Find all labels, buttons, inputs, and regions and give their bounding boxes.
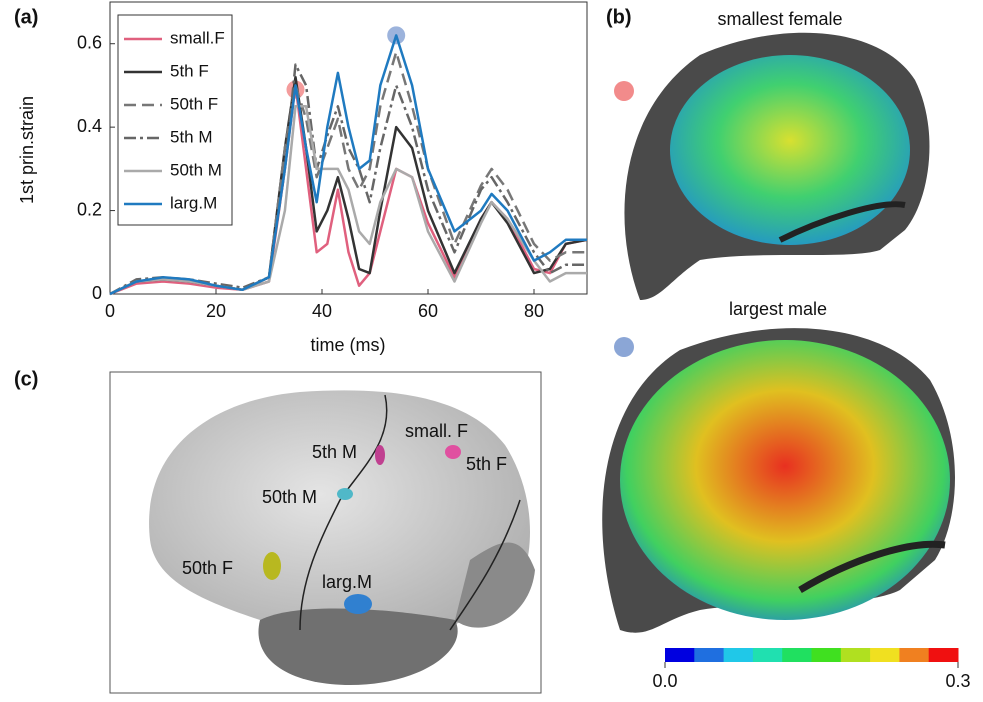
x-axis-label: time (ms) bbox=[311, 335, 386, 355]
legend-label: 5th F bbox=[170, 61, 209, 80]
colorbar-segment bbox=[841, 648, 871, 662]
x-tick-label: 40 bbox=[312, 301, 332, 321]
panel-label: (c) bbox=[14, 368, 38, 390]
site-label: larg.M bbox=[322, 572, 372, 592]
legend-label: 50th M bbox=[170, 160, 222, 179]
panel-label: (a) bbox=[14, 6, 38, 28]
y-tick-label: 0 bbox=[92, 283, 102, 303]
site-label: 50th M bbox=[262, 487, 317, 507]
figure: (a) (b) (c) 1st prin.strain time (ms) sm… bbox=[0, 0, 983, 697]
brain-image-top bbox=[624, 33, 929, 300]
site-label: 5th F bbox=[466, 454, 507, 474]
panel-label: (b) bbox=[606, 6, 632, 28]
case-marker bbox=[614, 81, 634, 101]
colorbar-segment bbox=[782, 648, 812, 662]
x-tick-label: 0 bbox=[105, 301, 115, 321]
legend-label: 5th M bbox=[170, 127, 213, 146]
colorbar-segment bbox=[870, 648, 900, 662]
x-tick-label: 60 bbox=[418, 301, 438, 321]
colorbar-segment bbox=[753, 648, 783, 662]
image-title: largest male bbox=[729, 299, 827, 319]
colorbar-segment bbox=[929, 648, 959, 662]
y-axis-label: 1st prin.strain bbox=[17, 96, 37, 204]
y-tick-label: 0.4 bbox=[77, 116, 102, 136]
case-marker bbox=[614, 337, 634, 357]
site-label: 50th F bbox=[182, 558, 233, 578]
colorbar-segment bbox=[694, 648, 724, 662]
colorbar-segment bbox=[665, 648, 695, 662]
x-tick-label: 20 bbox=[206, 301, 226, 321]
legend-label: larg.M bbox=[170, 193, 217, 212]
colorbar-tick-label: 0.0 bbox=[652, 671, 677, 691]
colorbar-segment bbox=[724, 648, 754, 662]
colorbar-segment bbox=[812, 648, 842, 662]
colorbar-tick-label: 0.3 bbox=[945, 671, 970, 691]
brain-image-bottom bbox=[602, 328, 955, 633]
x-tick-label: 80 bbox=[524, 301, 544, 321]
site-label: 5th M bbox=[312, 442, 357, 462]
page: {"chart_data": {"type": "line", "panel":… bbox=[0, 0, 983, 697]
y-tick-label: 0.2 bbox=[77, 199, 102, 219]
site-label: small. F bbox=[405, 421, 468, 441]
image-title: smallest female bbox=[717, 9, 842, 29]
legend-label: small.F bbox=[170, 28, 225, 47]
legend-label: 50th F bbox=[170, 94, 218, 113]
colorbar-segment bbox=[899, 648, 929, 662]
y-tick-label: 0.6 bbox=[77, 32, 102, 52]
